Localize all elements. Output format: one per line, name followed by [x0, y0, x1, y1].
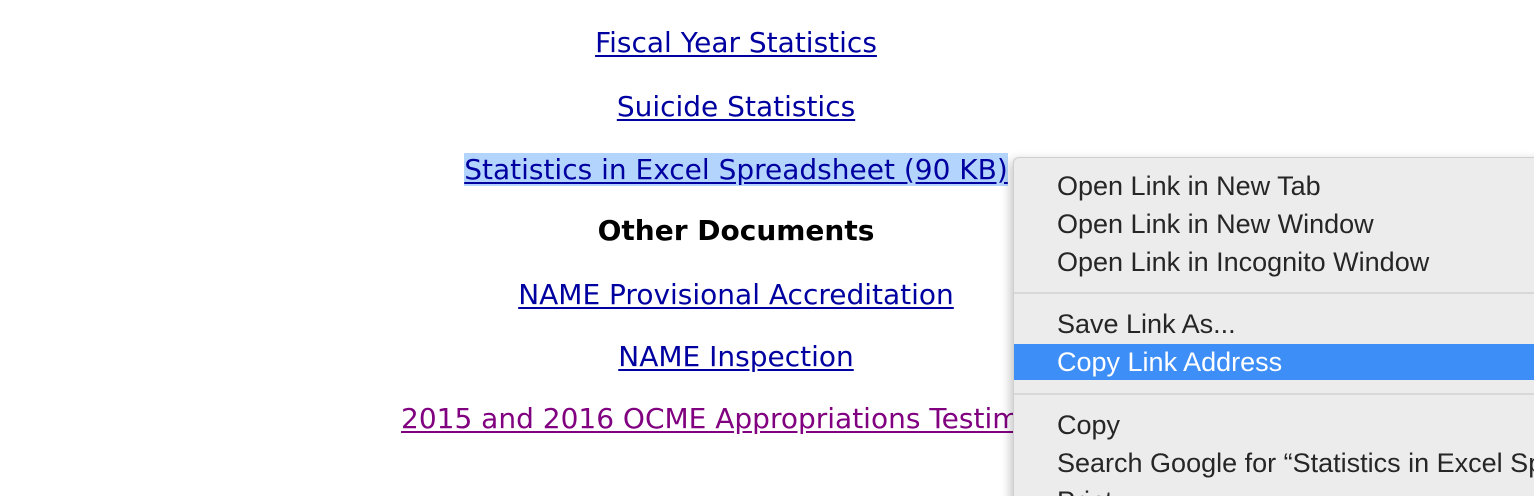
menu-separator [1014, 292, 1534, 294]
name-inspection-link[interactable]: NAME Inspection [618, 340, 854, 373]
menu-item-copy-link-address[interactable]: Copy Link Address [1014, 344, 1534, 380]
context-menu: Open Link in New Tab Open Link in New Wi… [1013, 157, 1534, 496]
menu-item-copy[interactable]: Copy [1057, 410, 1121, 440]
menu-item-search-google[interactable]: Search Google for “Statistics in Excel S… [1057, 448, 1534, 478]
excel-statistics-link-text: Statistics in Excel Spreadsheet (90 KB) [464, 153, 1008, 186]
excel-statistics-link[interactable]: Statistics in Excel Spreadsheet (90 KB) [0, 153, 1472, 187]
menu-item-open-new-window[interactable]: Open Link in New Window [1057, 209, 1374, 239]
menu-item-save-link-as[interactable]: Save Link As... [1057, 309, 1236, 339]
name-provisional-accreditation-link[interactable]: NAME Provisional Accreditation [518, 278, 954, 311]
menu-item-print[interactable]: Print... [1014, 483, 1534, 496]
menu-item-open-incognito[interactable]: Open Link in Incognito Window [1057, 247, 1430, 277]
ocme-appropriations-testimony-link[interactable]: 2015 and 2016 OCME Appropriations Testim… [401, 402, 1071, 435]
menu-separator [1014, 393, 1534, 395]
menu-item-open-new-tab[interactable]: Open Link in New Tab [1057, 171, 1321, 201]
other-documents-heading: Other Documents [597, 214, 875, 247]
suicide-statistics-link[interactable]: Suicide Statistics [616, 90, 856, 123]
fiscal-year-statistics-link[interactable]: Fiscal Year Statistics [595, 26, 877, 59]
